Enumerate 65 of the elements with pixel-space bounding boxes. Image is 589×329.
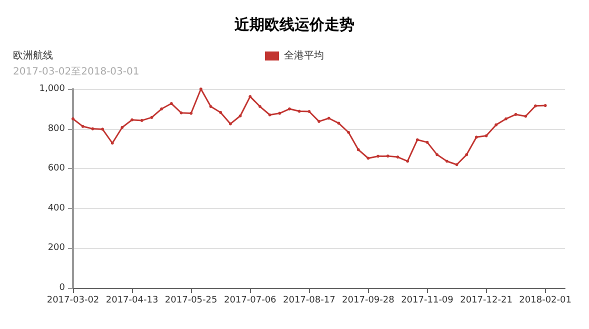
point (366, 156, 370, 160)
y-tick-label: 600 (48, 164, 66, 174)
y-tick-label: 1,000 (39, 84, 66, 94)
point (288, 107, 291, 110)
chart-subtitle: 欧洲航线 (13, 50, 53, 62)
point (268, 113, 272, 116)
point (406, 160, 410, 163)
point (445, 160, 448, 163)
point (110, 142, 114, 145)
point (170, 102, 173, 106)
chart-title: 近期欧线运价走势 (234, 16, 354, 34)
point (238, 114, 242, 118)
point (160, 107, 164, 110)
point (190, 112, 193, 115)
point (298, 110, 301, 113)
point (474, 136, 478, 139)
point (101, 128, 104, 131)
point (386, 154, 390, 158)
x-tick-label: 2017-08-17 (283, 296, 336, 306)
point (72, 117, 74, 120)
point (199, 88, 202, 90)
point (347, 130, 350, 134)
point (544, 104, 547, 108)
point (504, 117, 508, 120)
point (140, 118, 144, 122)
point (396, 156, 400, 159)
point (337, 122, 340, 125)
x-tick-label: 2017-09-28 (342, 296, 395, 306)
point (180, 111, 183, 114)
line-series (72, 88, 547, 166)
point (455, 163, 458, 166)
point (308, 110, 311, 113)
point (356, 148, 360, 152)
point (484, 134, 488, 138)
x-tick-label: 2017-04-13 (106, 296, 158, 306)
point (228, 122, 232, 126)
point (327, 116, 330, 120)
legend-label: 全港平均 (284, 50, 324, 62)
point (91, 127, 94, 130)
x-tick-label: 2017-11-09 (401, 296, 454, 306)
point (209, 105, 212, 108)
point (130, 118, 134, 122)
point (465, 153, 468, 156)
point (416, 138, 419, 142)
point (81, 124, 84, 128)
x-tick-label: 2017-03-02 (46, 296, 100, 306)
point (248, 95, 252, 98)
y-tick-label: 200 (48, 243, 66, 254)
point (514, 112, 518, 116)
x-tick-label: 2017-05-25 (164, 296, 218, 306)
point (436, 153, 439, 156)
point (318, 120, 320, 123)
y-tick-label: 0 (59, 283, 66, 293)
x-tick-label: 2017-07-06 (224, 296, 277, 306)
x-tick-label: 2018-02-01 (519, 296, 572, 306)
y-tick-label: 800 (48, 124, 66, 134)
x-tick-label: 2017-12-21 (460, 296, 512, 306)
point (494, 123, 498, 126)
point (376, 154, 380, 158)
text: 2017-03-02至2018-03-01 (13, 66, 140, 78)
point (150, 116, 154, 119)
point (219, 110, 222, 114)
point (534, 104, 537, 108)
y-tick-label: 400 (48, 203, 66, 214)
point (120, 126, 124, 129)
